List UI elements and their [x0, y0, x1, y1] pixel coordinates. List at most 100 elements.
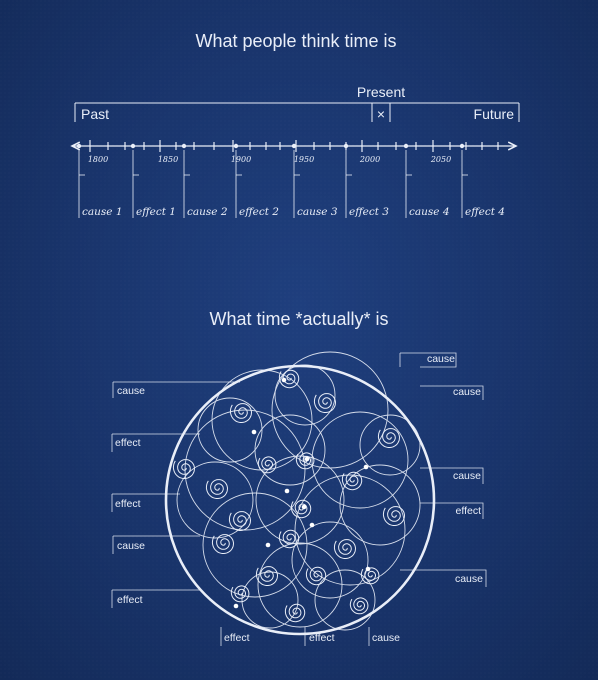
spiral [172, 459, 196, 479]
bottom-title: What time *actually* is [209, 309, 388, 329]
event-label: effect 2 [239, 206, 279, 218]
event-point [304, 456, 310, 462]
event-dot [233, 143, 239, 149]
label-cause-right-2: cause [453, 470, 481, 482]
event-point [233, 603, 239, 609]
label-cause-left-2: cause [117, 540, 145, 552]
label-cause-right-3: cause [455, 573, 483, 585]
spiral [255, 566, 279, 586]
event-label: effect 3 [349, 206, 389, 218]
callout-leader [111, 493, 180, 512]
spiral [257, 456, 277, 474]
label-cause-top-right: cause [427, 353, 455, 365]
inner-loop [339, 464, 421, 546]
future-label: Future [474, 106, 515, 122]
inner-loop [202, 492, 308, 598]
label-effect-bottom-1: effect [224, 632, 250, 644]
inner-loop [291, 521, 369, 599]
event-point [265, 542, 271, 548]
event-point [309, 522, 315, 528]
spiral [341, 471, 363, 491]
time-ball-outline [164, 364, 436, 636]
spiral [377, 428, 401, 448]
timeline-axis [72, 140, 516, 152]
event-labels: cause 1 effect 1 cause 2 effect 2 cause 3 eff… [82, 206, 505, 218]
callout-lines [111, 352, 487, 646]
spiral [278, 369, 300, 389]
year-label: 1950 [294, 155, 314, 164]
label-cause-right-1: cause [453, 386, 481, 398]
inner-loop [255, 455, 345, 545]
spiral [290, 499, 312, 519]
spiral [295, 452, 315, 470]
event-point [284, 488, 290, 494]
top-title: What people think time is [195, 31, 396, 51]
spiral [230, 585, 250, 603]
past-label: Past [81, 106, 109, 122]
present-marker: × [377, 106, 385, 122]
spiral [305, 566, 327, 586]
spiral [228, 511, 252, 531]
spiral [284, 603, 306, 623]
spirals [172, 369, 406, 623]
callout-leader [420, 467, 484, 484]
year-labels: 1800 1850 1900 1950 2000 2050 [88, 155, 451, 164]
inner-loop [359, 414, 421, 476]
event-label: cause 4 [409, 206, 450, 218]
inner-loop [257, 542, 343, 628]
year-label: 1800 [88, 155, 108, 164]
inner-loop [314, 569, 376, 631]
label-effect-right: effect [456, 505, 482, 517]
event-dot [76, 143, 82, 149]
inner-loop [176, 461, 254, 539]
label-cause-bottom: cause [372, 632, 400, 644]
spiral [313, 393, 337, 413]
event-label: cause 3 [297, 206, 338, 218]
spiral [360, 567, 380, 585]
year-label: 1900 [231, 155, 251, 164]
event-point [363, 464, 369, 470]
year-label: 1850 [158, 155, 178, 164]
callout-leader [400, 569, 487, 587]
event-label: cause 2 [187, 206, 228, 218]
inner-loops [176, 351, 421, 631]
past-future-bracket [74, 102, 520, 122]
event-points [233, 377, 371, 609]
event-dot [130, 143, 136, 149]
inner-loop [294, 474, 406, 586]
inner-loop [197, 397, 263, 463]
spiral [205, 479, 229, 499]
year-label: 2050 [430, 155, 451, 164]
present-label: Present [357, 84, 405, 100]
event-point [281, 377, 287, 383]
inner-loop [311, 411, 409, 509]
callout-leader [112, 535, 200, 554]
event-label: effect 4 [465, 206, 505, 218]
label-effect-left-1: effect [115, 437, 141, 449]
callout-leader [111, 433, 200, 452]
callout-leader [420, 502, 484, 519]
label-effect-left-2: effect [115, 498, 141, 510]
callout-leader [420, 385, 484, 400]
event-dot [181, 143, 187, 149]
label-effect-bottom-2: effect [309, 632, 335, 644]
label-effect-left-3: effect [117, 594, 143, 606]
event-point [365, 566, 371, 572]
inner-loop [274, 364, 336, 426]
event-dot [459, 143, 465, 149]
spiral [382, 506, 406, 526]
label-cause-left-1: cause [117, 385, 145, 397]
inner-loop [241, 571, 299, 629]
spiral [229, 403, 253, 423]
time-ball [164, 351, 436, 636]
event-label: cause 1 [82, 206, 123, 218]
spiral [278, 529, 300, 549]
spiral [333, 539, 357, 559]
spiral [349, 597, 369, 615]
year-label: 2000 [359, 155, 380, 164]
callout-leader [400, 352, 457, 368]
event-leaders [78, 150, 468, 218]
event-dot [343, 143, 349, 149]
